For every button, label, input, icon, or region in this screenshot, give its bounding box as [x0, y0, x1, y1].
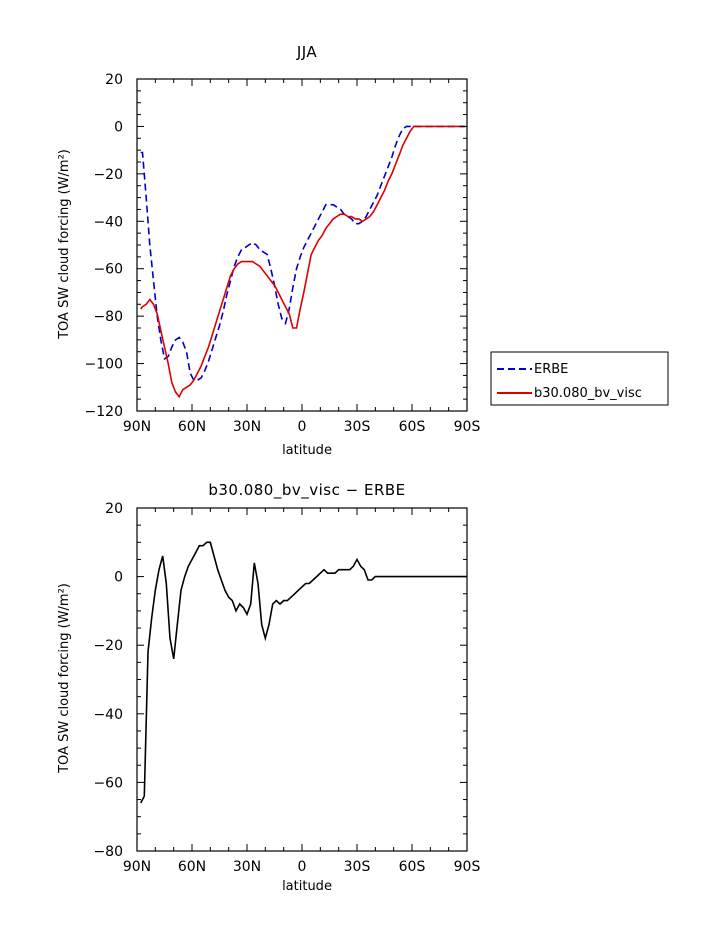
top-chart-title: JJA: [296, 43, 318, 61]
bottom-x-axis-label: latitude: [282, 879, 332, 894]
top-x-tick-label: 0: [298, 419, 307, 435]
bottom-plot-frame: [136, 507, 468, 852]
bottom-plot-area: 90N 60N 30N 0 30S 60S 90S −80 −60 −40 −20 0 20: [93, 501, 480, 875]
bottom-x-tick-label: 0: [298, 859, 307, 875]
top-y-axis-label: TOA SW cloud forcing (W/m²): [57, 149, 72, 340]
bottom-y-tick-label: 20: [105, 501, 123, 517]
top-y-tick-label: 0: [114, 119, 123, 135]
bottom-x-tick-label: 30S: [344, 859, 371, 875]
bottom-x-tick-label: 30N: [233, 859, 261, 875]
bottom-y-tick-label: −20: [93, 638, 123, 654]
top-y-tick-label: 20: [105, 72, 123, 88]
bottom-y-tick-label: −80: [93, 844, 123, 860]
top-x-tick-label: 30S: [344, 419, 371, 435]
legend-label-erbe: ERBE: [534, 362, 568, 377]
top-plot-area: 90N 60N 30N 0 30S 60S 90S −120 −100 −80 −60 −40 −20 0…: [85, 72, 481, 435]
legend: ERBE b30.080_bv_visc: [490, 351, 669, 406]
bottom-x-tick-label: 60S: [399, 859, 426, 875]
top-y-tick-label: −120: [85, 404, 123, 420]
legend-frame: [490, 351, 669, 406]
top-y-tick-label: −40: [93, 214, 123, 230]
bottom-x-tick-label: 90S: [454, 859, 481, 875]
top-panel: JJA latitude TOA SW cloud forcing (W/m²)…: [57, 43, 480, 458]
top-x-tick-label: 90N: [123, 419, 151, 435]
bottom-y-tick-label: −40: [93, 707, 123, 723]
top-y-tick-label: −100: [85, 357, 123, 373]
bottom-panel: b30.080_bv_visc − ERBE latitude TOA SW c…: [57, 481, 480, 894]
top-series-line-1: [140, 125, 466, 399]
bottom-x-tick-label: 60N: [178, 859, 206, 875]
top-x-tick-label: 30N: [233, 419, 261, 435]
bottom-y-tick-label: −60: [93, 775, 123, 791]
bottom-x-tick-label: 90N: [123, 859, 151, 875]
top-y-tick-label: −60: [93, 262, 123, 278]
top-x-tick-label: 60S: [399, 419, 426, 435]
bottom-y-tick-label: 0: [114, 570, 123, 586]
legend-label-model: b30.080_bv_visc: [534, 386, 642, 401]
bottom-y-axis-label: TOA SW cloud forcing (W/m²): [57, 583, 72, 774]
top-y-tick-label: −20: [93, 167, 123, 183]
top-x-tick-label: 90S: [454, 419, 481, 435]
top-x-axis-label: latitude: [282, 443, 332, 458]
top-series-line-0: [140, 125, 466, 382]
top-y-tick-label: −80: [93, 309, 123, 325]
bottom-series-line-0: [139, 541, 467, 804]
top-plot-frame: [136, 78, 468, 412]
top-x-tick-label: 60N: [178, 419, 206, 435]
bottom-chart-title: b30.080_bv_visc − ERBE: [208, 481, 405, 500]
